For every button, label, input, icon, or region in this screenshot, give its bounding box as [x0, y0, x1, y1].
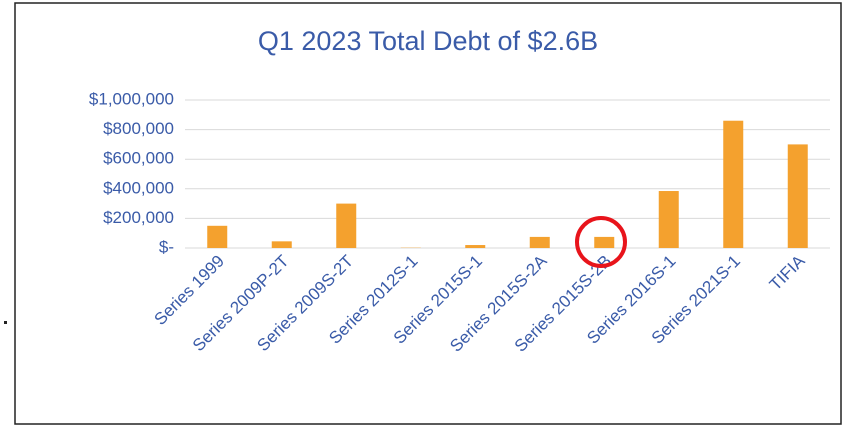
y-tick-label: $200,000: [103, 208, 174, 227]
bar: [594, 237, 614, 248]
y-tick-label: $800,000: [103, 119, 174, 138]
dot: [4, 321, 7, 324]
y-tick-label: $-: [159, 237, 174, 256]
bar: [788, 144, 808, 248]
chart-title: Q1 2023 Total Debt of $2.6B: [258, 26, 598, 56]
bar: [465, 245, 485, 248]
bar: [659, 191, 679, 248]
bar: [272, 241, 292, 248]
bar: [530, 237, 550, 248]
bar: [723, 121, 743, 248]
y-tick-label: $400,000: [103, 178, 174, 197]
bar: [207, 226, 227, 248]
bar: [336, 204, 356, 248]
y-tick-label: $1,000,000: [89, 89, 174, 108]
y-tick-label: $600,000: [103, 149, 174, 168]
